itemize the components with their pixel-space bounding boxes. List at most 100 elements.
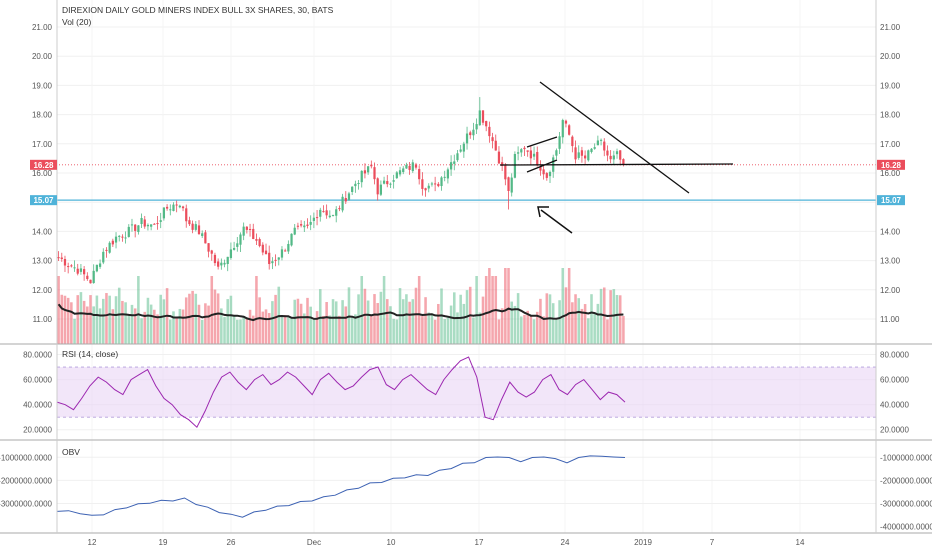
candle-body (478, 110, 481, 126)
volume-bar (370, 314, 373, 344)
candle-body (424, 188, 427, 191)
candle-body (264, 250, 268, 255)
volume-bar (411, 299, 415, 344)
time-tick: 10 (387, 538, 396, 547)
chart-title[interactable]: DIREXION DAILY GOLD MINERS INDEX BULL 3X… (62, 5, 334, 15)
volume-bar (561, 268, 565, 344)
candle-body (223, 262, 226, 265)
candle-body (446, 169, 450, 179)
volume-bar (395, 319, 399, 344)
candle-body (79, 268, 83, 272)
candle-body (315, 217, 319, 219)
volume-bar (338, 315, 341, 344)
candle-body (274, 259, 277, 261)
volume-bar (239, 319, 242, 344)
volume-bar (124, 302, 127, 344)
price-tick-left: 19.00 (32, 81, 53, 90)
volume-bar (194, 293, 198, 344)
volume-bar (577, 298, 581, 344)
horizontal-support-trendline[interactable] (499, 163, 734, 166)
rsi-tick-right: 80.0000 (880, 351, 909, 360)
candle-body (197, 225, 201, 235)
candle-body (159, 220, 162, 222)
candle-body (134, 224, 137, 231)
candle-body (111, 240, 114, 245)
candle-body (236, 243, 239, 247)
volume-bar (76, 295, 80, 344)
price-tick-right: 13.00 (880, 257, 901, 266)
volume-bar (181, 309, 185, 344)
candle-body (325, 210, 328, 216)
rsi-legend[interactable]: RSI (14, close) (62, 349, 118, 359)
candle-body (488, 126, 491, 137)
volume-bar (427, 312, 431, 344)
volume-legend[interactable]: Vol (20) (62, 17, 91, 27)
volume-bar (334, 301, 338, 344)
flag-lower-line[interactable] (526, 159, 558, 173)
candle-body (98, 263, 102, 267)
last-price-badge-right: 16.28 (877, 159, 905, 170)
volume-bar (267, 312, 271, 344)
candle-body (395, 172, 398, 179)
volume-bar (143, 311, 147, 344)
volume-bar (117, 287, 121, 344)
candle-body (67, 266, 70, 268)
candle-body (539, 166, 542, 171)
candle-body (268, 252, 271, 265)
volume-bar (251, 315, 255, 344)
candle-body (501, 162, 504, 167)
candle-body (76, 268, 79, 274)
volume-bar (481, 296, 485, 344)
candle-body (599, 139, 603, 141)
volume-bar (287, 316, 290, 344)
candle-body (437, 183, 440, 187)
volume-bar (175, 316, 178, 344)
price-tick-left: 12.00 (32, 286, 53, 295)
candle-body (504, 164, 507, 180)
volume-bar (609, 290, 612, 344)
candle-body (287, 243, 290, 252)
candle-body (481, 110, 485, 123)
candle-body (121, 236, 124, 238)
candle-body (150, 224, 153, 227)
arrow-shaft[interactable] (540, 209, 573, 234)
candle-body (207, 243, 210, 252)
candle-body (220, 262, 223, 266)
candle-body (382, 180, 386, 184)
candle-body (472, 129, 475, 136)
candle-body (389, 183, 392, 185)
candle-body (280, 249, 284, 258)
flag-upper-line[interactable] (526, 136, 558, 148)
volume-bar (299, 303, 303, 344)
volume-bar (293, 299, 297, 344)
candle-body (360, 170, 363, 183)
rsi-axis[interactable]: 20.0000 20.0000 40.0000 40.0000 60.0000 60.00… (23, 351, 909, 435)
obv-legend[interactable]: OBV (62, 447, 80, 457)
volume-bar (558, 300, 561, 344)
obv-tick-right: -1000000.0000 (880, 453, 932, 462)
price-tick-right: 17.00 (880, 140, 901, 149)
candle-body (213, 254, 217, 264)
candle-body (245, 226, 248, 230)
descending-trendline[interactable] (539, 81, 690, 194)
candle-body (469, 132, 472, 136)
volume-bar (130, 304, 134, 344)
time-tick: 19 (159, 538, 168, 547)
volume-bar (328, 315, 332, 344)
volume-bar (146, 297, 150, 344)
obv-axis[interactable]: -1000000.0000 -2000000.0000 -3000000.0000 -… (0, 453, 932, 531)
volume-bar (172, 311, 175, 344)
volume-bar (385, 299, 389, 344)
trendline-drawings[interactable] (499, 81, 734, 234)
volume-bar (606, 319, 609, 344)
volume-bar (405, 294, 408, 344)
volume-bar (389, 306, 392, 344)
candle-body (290, 233, 293, 246)
time-axis[interactable]: 12 19 26 Dec 10 17 24 2019 7 14 (88, 538, 805, 547)
candle-body (175, 204, 178, 206)
volume-bar (373, 294, 376, 344)
price-tick-left: 17.00 (32, 140, 53, 149)
rsi-tick-right: 20.0000 (880, 426, 909, 435)
volume-bar (169, 319, 172, 344)
